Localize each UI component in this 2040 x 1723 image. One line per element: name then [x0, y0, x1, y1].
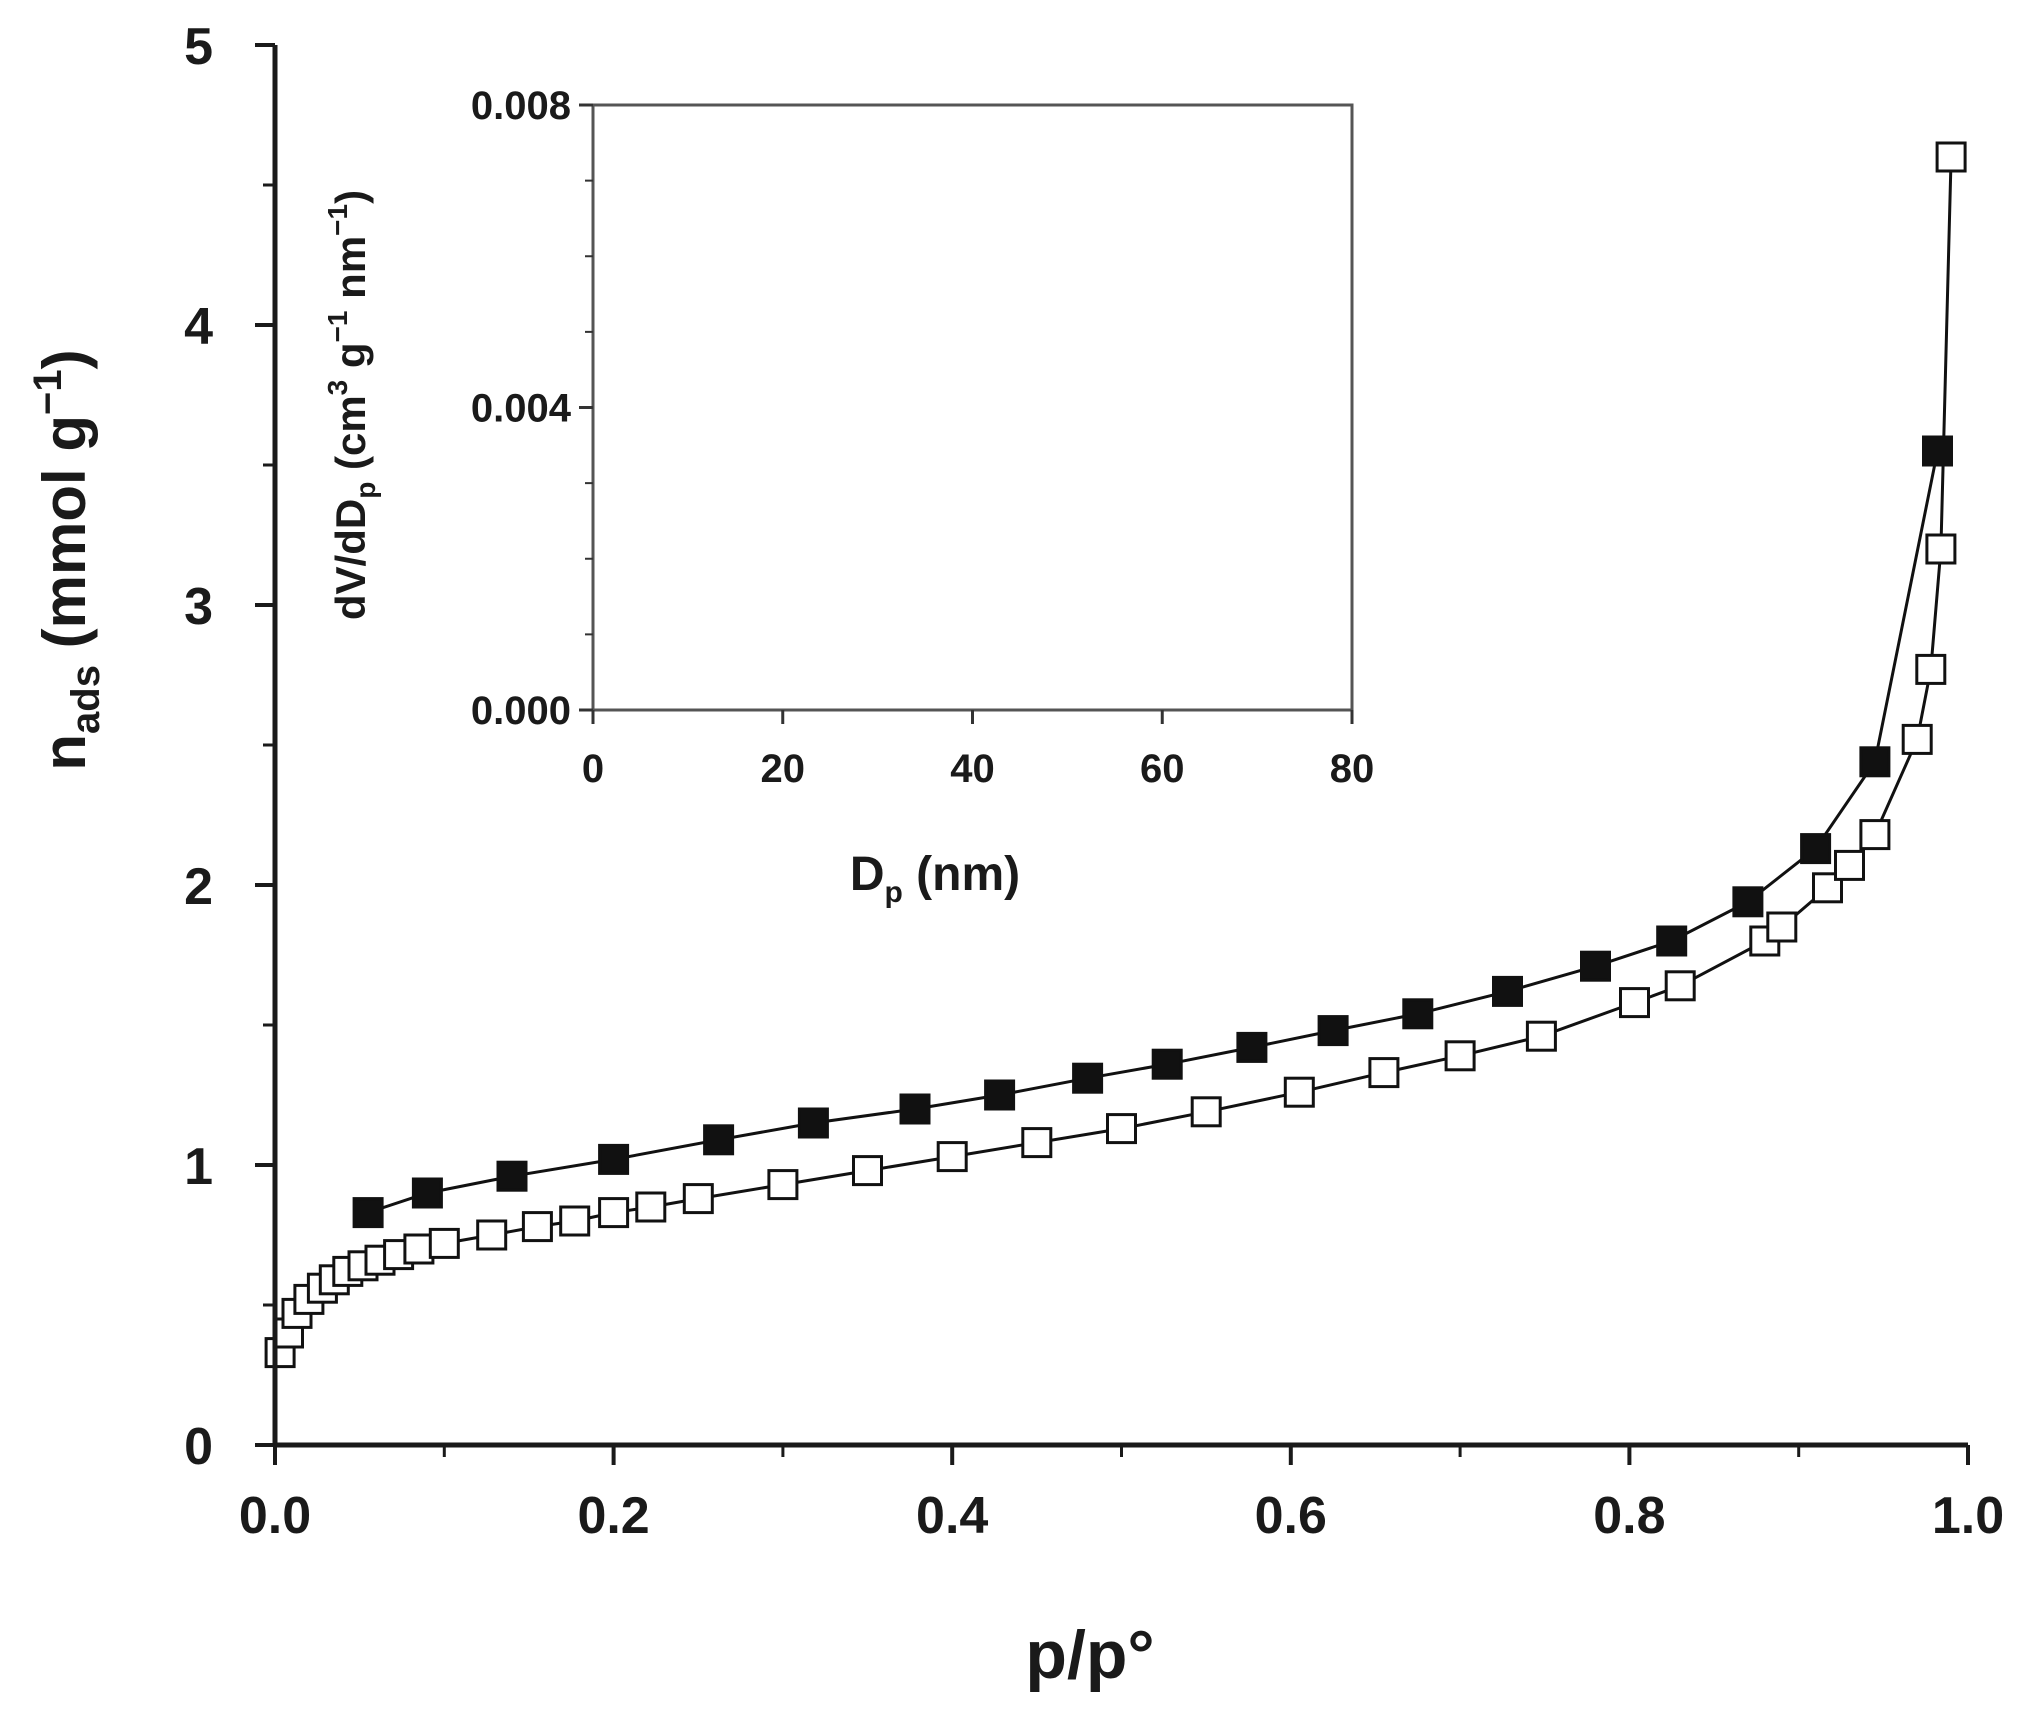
data-point-adsorption: [1901, 723, 1933, 755]
inset-x-tick-label: 80: [1330, 747, 1375, 791]
data-point-adsorption: [1106, 1113, 1137, 1145]
data-point-adsorption: [1283, 1076, 1315, 1108]
main-y-axis-title-unit-sup: −1: [26, 369, 70, 415]
data-point-desorption: [1402, 998, 1434, 1030]
main-y-axis-title-unit-close: ): [31, 349, 98, 369]
data-point-adsorption: [852, 1155, 883, 1187]
data-point-desorption: [1656, 925, 1688, 957]
main-series-markers: [264, 141, 1967, 1369]
main-y-axis-title-base: n: [31, 734, 98, 771]
data-point-desorption: [1922, 435, 1953, 467]
inset-y-axis-title-unit-3: nm: [327, 236, 374, 311]
data-point-desorption: [411, 1177, 443, 1209]
data-point-adsorption: [1925, 533, 1957, 565]
inset-y-tick-label: 0.008: [471, 84, 571, 128]
data-point-adsorption: [1915, 653, 1947, 685]
data-point-adsorption: [1368, 1057, 1400, 1089]
main-y-axis-title-unit: (mmol g: [31, 415, 98, 665]
main-x-tick-label: 0.4: [916, 1487, 988, 1545]
main-y-tick-label: 0: [184, 1418, 213, 1476]
data-point-desorption: [1859, 746, 1891, 778]
inset-y-axis-title-base: dV/dD: [327, 499, 374, 620]
data-point-desorption: [797, 1107, 829, 1139]
main-y-tick-label: 2: [184, 858, 213, 916]
inset-x-axis-title-base: D: [850, 848, 885, 901]
main-x-tick-label: 0.8: [1593, 1487, 1665, 1545]
main-y-axis-title: nads (mmol g−1): [26, 349, 108, 770]
data-point-adsorption: [1021, 1127, 1053, 1159]
data-point-desorption: [598, 1143, 630, 1175]
inset-y-axis-title-unit-1: (cm: [327, 395, 374, 481]
data-point-adsorption: [767, 1169, 799, 1201]
main-x-tick-label: 0.2: [577, 1487, 649, 1545]
inset-x-tick-label: 20: [761, 747, 806, 791]
main-x-tick-label: 1.0: [1932, 1487, 2004, 1545]
main-y-tick-label: 3: [184, 578, 213, 636]
main-x-tick-label: 0.0: [239, 1487, 311, 1545]
data-point-adsorption: [476, 1219, 508, 1251]
data-point-desorption: [984, 1079, 1016, 1111]
data-point-adsorption: [403, 1233, 435, 1265]
data-point-adsorption: [1859, 819, 1891, 851]
data-point-adsorption: [1444, 1040, 1476, 1072]
inset-y-tick-label: 0.004: [471, 387, 572, 431]
main-x-axis-title: p/p°: [1025, 1617, 1154, 1693]
main-y-tick-label: 5: [184, 18, 213, 76]
main-y-tick-label: 1: [184, 1138, 213, 1196]
inset-x-tick-label: 40: [950, 747, 995, 791]
inset-axes: 0 20 40 60 80 0.000 0.004 0.008: [471, 84, 1374, 791]
inset-y-axis-title-unit-2: g: [327, 342, 374, 379]
data-point-desorption: [1236, 1031, 1268, 1063]
data-point-desorption: [1800, 833, 1832, 865]
data-point-adsorption: [1190, 1096, 1222, 1128]
data-point-adsorption: [1935, 141, 1967, 173]
inset-frame: [591, 103, 1354, 712]
data-point-adsorption: [598, 1197, 630, 1229]
inset-x-tick-label: 0: [582, 747, 604, 791]
data-point-desorption: [1317, 1015, 1349, 1047]
data-point-desorption: [496, 1160, 528, 1192]
inset-x-axis-title-sub: p: [885, 876, 903, 909]
inset-y-tick-label: 0.000: [471, 689, 571, 733]
data-point-adsorption: [1619, 987, 1650, 1019]
data-point-adsorption: [682, 1183, 714, 1215]
inset-x-axis-title: Dp (nm): [850, 848, 1020, 909]
data-point-adsorption: [936, 1141, 968, 1173]
main-y-tick-label: 4: [184, 298, 213, 356]
data-point-desorption: [1492, 975, 1523, 1007]
data-point-desorption: [1580, 950, 1611, 982]
inset-x-axis-title-unit: (nm): [903, 848, 1020, 901]
data-point-adsorption: [1834, 849, 1865, 881]
data-point-adsorption: [1664, 970, 1696, 1002]
data-point-adsorption: [1525, 1020, 1557, 1052]
inset-y-axis-title-unit-4: ): [327, 190, 374, 204]
main-x-tick-label: 0.6: [1255, 1487, 1327, 1545]
inset-y-axis-title-sub: p: [350, 482, 381, 499]
data-point-desorption: [1072, 1062, 1104, 1094]
data-point-desorption: [352, 1197, 384, 1229]
data-point-adsorption: [521, 1211, 553, 1243]
main-y-axis-title-sub: ads: [64, 665, 108, 734]
inset-y-axis-title-sup-2: −1: [322, 310, 353, 342]
data-point-adsorption: [559, 1205, 591, 1237]
inset-y-axis-title-sup-1: 3: [322, 380, 353, 396]
data-point-desorption: [1732, 886, 1764, 918]
inset-x-tick-label: 60: [1140, 747, 1185, 791]
data-point-adsorption: [1766, 911, 1798, 943]
data-point-adsorption: [428, 1227, 460, 1259]
data-point-adsorption: [635, 1191, 667, 1223]
data-point-desorption: [899, 1093, 931, 1125]
inset-y-axis-title-sup-3: −1: [322, 204, 353, 236]
main-axes: 0.0 0.2 0.4 0.6 0.8 1.0 0 1 2 3 4 5: [184, 18, 2004, 1545]
data-point-desorption: [703, 1124, 735, 1156]
data-point-desorption: [1151, 1048, 1183, 1080]
inset-y-axis-title: dV/dDp (cm3 g−1 nm−1): [322, 190, 381, 620]
